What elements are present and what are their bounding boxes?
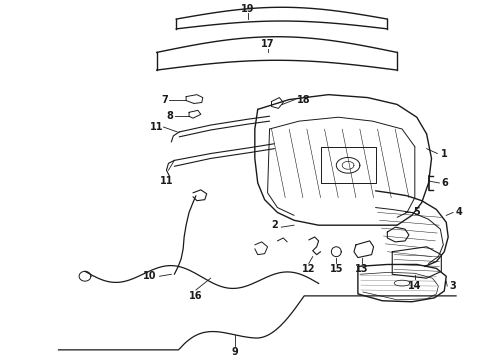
Text: 5: 5 bbox=[414, 207, 420, 217]
Text: 1: 1 bbox=[441, 149, 448, 158]
Text: 16: 16 bbox=[189, 291, 203, 301]
Text: 17: 17 bbox=[261, 39, 274, 49]
Text: 4: 4 bbox=[456, 207, 463, 217]
Text: 15: 15 bbox=[330, 265, 343, 274]
Text: 11: 11 bbox=[150, 122, 163, 132]
Text: 8: 8 bbox=[166, 111, 173, 121]
Text: 12: 12 bbox=[302, 265, 316, 274]
Text: 19: 19 bbox=[241, 4, 255, 14]
Text: 2: 2 bbox=[271, 220, 278, 230]
Text: 13: 13 bbox=[355, 265, 368, 274]
Text: 6: 6 bbox=[441, 178, 448, 188]
Text: 14: 14 bbox=[408, 281, 421, 291]
Text: 10: 10 bbox=[143, 271, 156, 281]
Text: 7: 7 bbox=[161, 95, 168, 104]
Text: 3: 3 bbox=[449, 281, 456, 291]
Text: 11: 11 bbox=[160, 176, 173, 186]
Text: 18: 18 bbox=[297, 95, 311, 104]
Text: 9: 9 bbox=[232, 347, 239, 357]
